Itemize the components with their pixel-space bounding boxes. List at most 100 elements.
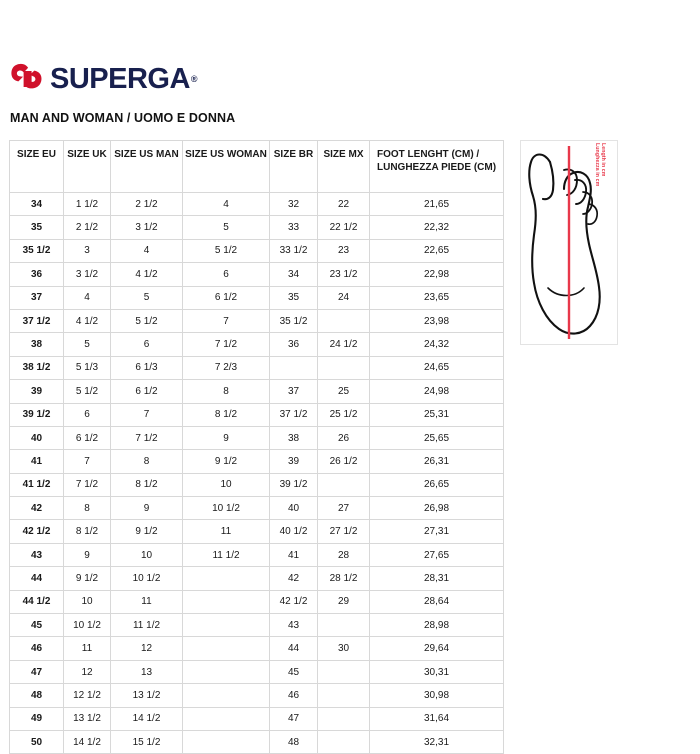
cell-us-woman bbox=[182, 636, 270, 661]
cell-us-man: 13 1/2 bbox=[110, 683, 183, 708]
cell-us-woman: 10 bbox=[182, 472, 270, 498]
cell-eu: 43 bbox=[9, 542, 64, 568]
size-table: SIZE EU SIZE UK SIZE US MAN SIZE US WOMA… bbox=[9, 140, 504, 754]
cell-eu: 39 bbox=[9, 379, 64, 404]
cell-us-woman: 9 bbox=[182, 425, 270, 451]
cell-foot-length: 30,31 bbox=[369, 659, 504, 685]
cell-foot-length: 26,31 bbox=[369, 449, 504, 474]
cell-br: 42 bbox=[269, 566, 318, 591]
cell-foot-length: 24,98 bbox=[369, 379, 504, 404]
cell-uk: 4 bbox=[63, 285, 111, 310]
table-row: 46 11 12 44 30 29,64 bbox=[9, 636, 504, 661]
cell-us-man: 4 1/2 bbox=[110, 262, 183, 287]
cell-foot-length: 32,31 bbox=[369, 729, 504, 754]
cell-us-woman bbox=[182, 729, 270, 754]
cell-uk: 10 bbox=[63, 589, 111, 615]
cell-uk: 5 bbox=[63, 332, 111, 357]
cell-br: 44 bbox=[269, 636, 318, 661]
cell-foot-length: 31,64 bbox=[369, 706, 504, 731]
cell-us-woman: 10 1/2 bbox=[182, 496, 270, 521]
cell-eu: 35 1/2 bbox=[9, 238, 64, 264]
cell-br: 38 bbox=[269, 425, 318, 451]
cell-us-man: 14 1/2 bbox=[110, 706, 183, 731]
cell-eu: 40 bbox=[9, 425, 64, 451]
table-row: 40 6 1/2 7 1/2 9 38 26 25,65 bbox=[9, 425, 504, 451]
cell-mx: 23 bbox=[317, 238, 370, 264]
cell-uk: 9 bbox=[63, 542, 111, 568]
cell-br: 33 bbox=[269, 215, 318, 240]
cell-us-woman: 6 1/2 bbox=[182, 285, 270, 310]
cell-br: 47 bbox=[269, 706, 318, 731]
cell-foot-length: 22,65 bbox=[369, 238, 504, 264]
cell-br: 40 1/2 bbox=[269, 519, 318, 544]
cell-us-man: 15 1/2 bbox=[110, 729, 183, 754]
cell-mx bbox=[317, 659, 370, 685]
cell-br: 46 bbox=[269, 683, 318, 708]
cell-foot-length: 23,65 bbox=[369, 285, 504, 310]
cell-mx: 22 1/2 bbox=[317, 215, 370, 240]
cell-mx: 27 1/2 bbox=[317, 519, 370, 544]
cell-foot-length: 21,65 bbox=[369, 191, 504, 217]
cell-foot-length: 27,65 bbox=[369, 542, 504, 568]
cell-eu: 37 1/2 bbox=[9, 308, 64, 334]
table-row: 41 7 8 9 1/2 39 26 1/2 26,31 bbox=[9, 449, 504, 474]
cell-eu: 36 bbox=[9, 262, 64, 287]
cell-mx: 28 bbox=[317, 542, 370, 568]
cell-br: 41 bbox=[269, 542, 318, 568]
cell-us-woman bbox=[182, 566, 270, 591]
measurement-label-line-1: Length in cm bbox=[600, 143, 606, 177]
cell-br: 45 bbox=[269, 659, 318, 685]
size-chart-page: SUPERGA ® MAN AND WOMAN / UOMO E DONNA S… bbox=[9, 60, 618, 754]
cell-us-woman: 7 bbox=[182, 308, 270, 334]
cell-us-woman: 9 1/2 bbox=[182, 449, 270, 474]
cell-br: 34 bbox=[269, 262, 318, 287]
cell-us-woman bbox=[182, 589, 270, 615]
cell-uk: 12 1/2 bbox=[63, 683, 111, 708]
cell-uk: 8 bbox=[63, 496, 111, 521]
size-table-head: SIZE EU SIZE UK SIZE US MAN SIZE US WOMA… bbox=[9, 140, 504, 193]
cell-br: 37 bbox=[269, 379, 318, 404]
table-row: 39 5 1/2 6 1/2 8 37 25 24,98 bbox=[9, 379, 504, 404]
table-row: 45 10 1/2 11 1/2 43 28,98 bbox=[9, 613, 504, 638]
cell-mx: 27 bbox=[317, 496, 370, 521]
cell-us-woman: 4 bbox=[182, 191, 270, 217]
cell-br: 39 bbox=[269, 449, 318, 474]
cell-uk: 12 bbox=[63, 659, 111, 685]
cell-foot-length: 23,98 bbox=[369, 308, 504, 334]
foot-length-header-line-2: LUNGHEZZA PIEDE (CM) bbox=[377, 162, 497, 173]
cell-br: 33 1/2 bbox=[269, 238, 318, 264]
cell-us-woman: 5 1/2 bbox=[182, 238, 270, 264]
cell-mx: 22 bbox=[317, 191, 370, 217]
cell-br: 37 1/2 bbox=[269, 402, 318, 427]
cell-us-man: 3 1/2 bbox=[110, 215, 183, 240]
cell-br bbox=[269, 355, 318, 381]
cell-us-man: 6 bbox=[110, 332, 183, 357]
cell-mx: 24 bbox=[317, 285, 370, 310]
column-header-size-mx: SIZE MX bbox=[317, 140, 370, 193]
cell-mx: 25 1/2 bbox=[317, 402, 370, 427]
size-table-container: SIZE EU SIZE UK SIZE US MAN SIZE US WOMA… bbox=[9, 140, 504, 754]
cell-mx bbox=[317, 472, 370, 498]
cell-us-woman: 8 bbox=[182, 379, 270, 404]
cell-foot-length: 26,65 bbox=[369, 472, 504, 498]
cell-foot-length: 30,98 bbox=[369, 683, 504, 708]
cell-eu: 34 bbox=[9, 191, 64, 217]
cell-br: 42 1/2 bbox=[269, 589, 318, 615]
column-header-size-us-woman: SIZE US WOMAN bbox=[182, 140, 270, 193]
cell-eu: 42 bbox=[9, 496, 64, 521]
cell-br: 32 bbox=[269, 191, 318, 217]
table-row: 38 5 6 7 1/2 36 24 1/2 24,32 bbox=[9, 332, 504, 357]
cell-mx: 29 bbox=[317, 589, 370, 615]
cell-foot-length: 28,31 bbox=[369, 566, 504, 591]
brand-logo: SUPERGA ® bbox=[10, 60, 198, 98]
cell-uk: 6 bbox=[63, 402, 111, 427]
cell-eu: 44 bbox=[9, 566, 64, 591]
cell-uk: 3 bbox=[63, 238, 111, 264]
column-header-size-uk: SIZE UK bbox=[63, 140, 111, 193]
cell-foot-length: 25,65 bbox=[369, 425, 504, 451]
cell-eu: 42 1/2 bbox=[9, 519, 64, 544]
table-row: 37 1/2 4 1/2 5 1/2 7 35 1/2 23,98 bbox=[9, 308, 504, 334]
cell-uk: 14 1/2 bbox=[63, 729, 111, 754]
foot-outline-icon bbox=[528, 146, 601, 339]
cell-us-man: 2 1/2 bbox=[110, 191, 183, 217]
